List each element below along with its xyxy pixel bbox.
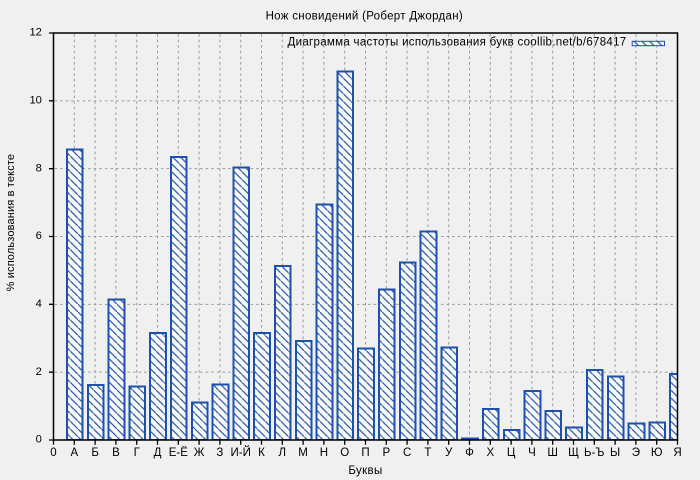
svg-text:Ш: Ш [547, 447, 558, 459]
svg-text:Ь-Ъ: Ь-Ъ [584, 447, 604, 459]
svg-text:Г: Г [134, 447, 141, 459]
svg-text:М: М [298, 447, 308, 459]
svg-text:Диаграмма частоты использовани: Диаграмма частоты использования букв coo… [288, 37, 627, 49]
svg-text:12: 12 [29, 27, 41, 39]
svg-text:8: 8 [36, 162, 42, 174]
svg-text:В: В [112, 447, 120, 459]
svg-text:10: 10 [29, 95, 41, 107]
svg-text:Нож сновидений (Роберт Джордан: Нож сновидений (Роберт Джордан) [266, 11, 463, 23]
svg-text:З: З [216, 447, 223, 459]
svg-text:С: С [403, 447, 411, 459]
svg-text:А: А [70, 447, 78, 459]
svg-text:Л: Л [279, 447, 287, 459]
svg-text:Ж: Ж [194, 447, 205, 459]
svg-text:Э: Э [632, 447, 640, 459]
svg-text:Д: Д [154, 447, 162, 459]
svg-text:Х: Х [486, 447, 494, 459]
svg-text:Буквы: Буквы [348, 465, 382, 477]
svg-text:Т: Т [424, 447, 431, 459]
svg-text:Н: Н [320, 447, 328, 459]
svg-text:Щ: Щ [568, 447, 579, 459]
svg-text:О: О [340, 447, 349, 459]
svg-text:К: К [258, 447, 265, 459]
svg-text:Р: Р [382, 447, 390, 459]
svg-text:У: У [445, 447, 453, 459]
svg-text:Ю: Ю [651, 447, 663, 459]
svg-text:Б: Б [91, 447, 99, 459]
svg-text:6: 6 [36, 230, 42, 242]
svg-text:П: П [361, 447, 369, 459]
svg-text:И-Й: И-Й [231, 446, 251, 459]
svg-text:% использования в тексте: % использования в тексте [5, 154, 17, 292]
svg-text:Я: Я [673, 447, 681, 459]
svg-text:Ц: Ц [507, 447, 516, 459]
svg-text:2: 2 [36, 366, 42, 378]
svg-text:Ы: Ы [610, 447, 620, 459]
svg-text:0: 0 [50, 447, 56, 459]
svg-text:Е-Ё: Е-Ё [169, 447, 189, 459]
svg-text:Ч: Ч [528, 447, 536, 459]
svg-text:4: 4 [36, 298, 42, 310]
svg-text:Ф: Ф [465, 447, 474, 459]
svg-text:0: 0 [36, 434, 42, 446]
